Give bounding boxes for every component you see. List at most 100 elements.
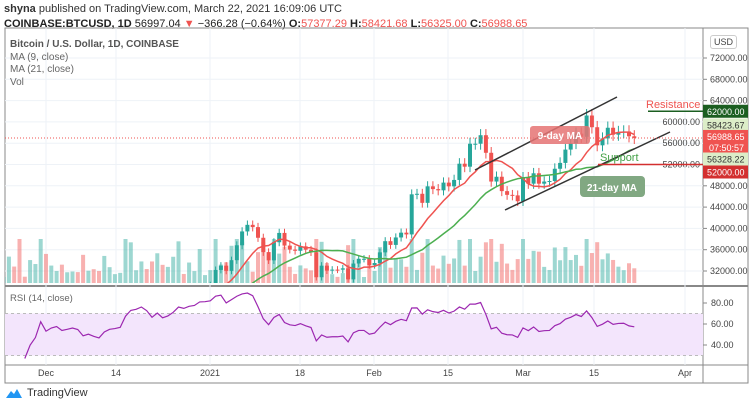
- volume-bar: [462, 265, 467, 283]
- volume-bar: [425, 239, 430, 283]
- volume-bar: [600, 259, 605, 283]
- volume-bar: [139, 261, 144, 283]
- tradingview-logo[interactable]: TradingView: [4, 387, 88, 399]
- volume-bar: [250, 271, 255, 283]
- volume-bar: [356, 263, 361, 283]
- volume-bar: [579, 265, 584, 283]
- candle-body: [489, 152, 494, 182]
- ma21-callout-label: 21-day MA: [587, 183, 637, 194]
- volume-bar: [483, 242, 488, 283]
- candle-body: [261, 237, 266, 253]
- tradingview-cloud-icon: [6, 389, 22, 398]
- footer-brand: TradingView: [27, 387, 88, 399]
- volume-bar: [176, 241, 181, 283]
- rsi-tick-label: 80.00: [711, 298, 734, 308]
- volume-bar: [468, 239, 472, 283]
- volume-bar: [627, 263, 631, 283]
- candle-body: [330, 269, 335, 271]
- ma21-callout: [580, 176, 645, 197]
- volume-bar: [54, 271, 59, 283]
- volume-bar: [75, 272, 80, 283]
- candle-body: [605, 127, 610, 139]
- volume-bar: [187, 262, 192, 283]
- volume-bar: [568, 260, 573, 283]
- candle-body: [240, 231, 245, 246]
- chart-frame: [4, 27, 749, 384]
- volume-bar: [441, 255, 446, 283]
- volume-bar: [150, 261, 154, 283]
- candle-body: [314, 252, 319, 278]
- volume-bar: [287, 266, 292, 283]
- x-tick-label: 18: [295, 368, 305, 378]
- y-tick-label: 64000.00: [710, 96, 748, 106]
- volume-bar: [298, 265, 303, 283]
- volume-bar: [128, 242, 133, 283]
- volume-bar: [563, 247, 568, 283]
- legend-ma9: MA (9, close): [10, 51, 69, 63]
- rsi-legend: RSI (14, close): [10, 293, 73, 304]
- y-tick-label: 44000.00: [710, 202, 748, 212]
- volume-bar: [552, 247, 557, 283]
- candle-body: [616, 132, 621, 135]
- candle-body: [462, 163, 467, 167]
- volume-bar: [510, 269, 515, 283]
- candle-body: [340, 268, 345, 270]
- candle-body: [377, 252, 382, 264]
- price-tag: [703, 118, 748, 132]
- volume-bar: [415, 269, 419, 283]
- volume-bar: [192, 271, 197, 283]
- volume-bar: [28, 260, 33, 283]
- volume-bar: [256, 252, 260, 283]
- volume-bar: [452, 258, 457, 283]
- candle-body: [372, 263, 377, 266]
- volume-bar: [558, 260, 563, 283]
- candle-body: [468, 143, 472, 167]
- price-tag-value: 52000.00: [707, 168, 745, 178]
- volume-bar: [584, 239, 589, 283]
- volume-bar: [616, 266, 621, 283]
- volume-bar: [521, 239, 525, 283]
- volume-bar: [621, 270, 626, 283]
- volume-bar: [118, 272, 123, 283]
- candle-body: [589, 115, 594, 128]
- candle-body: [542, 181, 547, 184]
- candle-body: [505, 191, 510, 195]
- volume-bar: [393, 258, 398, 283]
- currency-button[interactable]: USD: [710, 35, 738, 49]
- volume-bar: [409, 239, 414, 283]
- volume-bar: [70, 271, 75, 283]
- price-tag-value: 62000.00: [707, 107, 745, 117]
- volume-bar: [165, 266, 170, 283]
- candle-body: [356, 258, 361, 264]
- candle-body: [568, 143, 573, 150]
- volume-bar: [515, 259, 520, 283]
- candle-body: [298, 246, 303, 251]
- candle-body: [266, 252, 271, 261]
- volume-bar: [112, 274, 117, 283]
- volume-bar: [277, 253, 282, 283]
- candle-body: [415, 193, 419, 195]
- resistance-label: Resistance: [646, 99, 700, 111]
- candle-body: [425, 186, 430, 203]
- candle-body: [436, 189, 441, 191]
- volume-bar: [123, 239, 128, 283]
- volume-bar: [547, 269, 552, 283]
- volume-bar: [65, 272, 70, 283]
- symbol-quote: COINBASE:BTCUSD, 1D 56997.04 ▼ −366.28 (…: [4, 18, 528, 30]
- candle-body: [229, 260, 234, 271]
- candle-body: [536, 173, 541, 184]
- y-tick-label: 68000.00: [710, 74, 748, 84]
- rsi-tick-label: 60.00: [711, 319, 734, 329]
- candle-body: [558, 162, 563, 169]
- volume-bar: [383, 247, 388, 283]
- volume-bar: [388, 267, 393, 283]
- y-tick-label: 32000.00: [710, 266, 748, 276]
- volume-bar: [595, 242, 600, 283]
- candle-body: [393, 237, 398, 245]
- volume-bar: [218, 264, 223, 283]
- chart-legend: Bitcoin / U.S. Dollar, 1D, COINBASE MA (…: [10, 39, 179, 89]
- x-tick-label: Feb: [366, 368, 382, 378]
- volume-bar: [181, 273, 186, 283]
- candle-body: [271, 242, 276, 261]
